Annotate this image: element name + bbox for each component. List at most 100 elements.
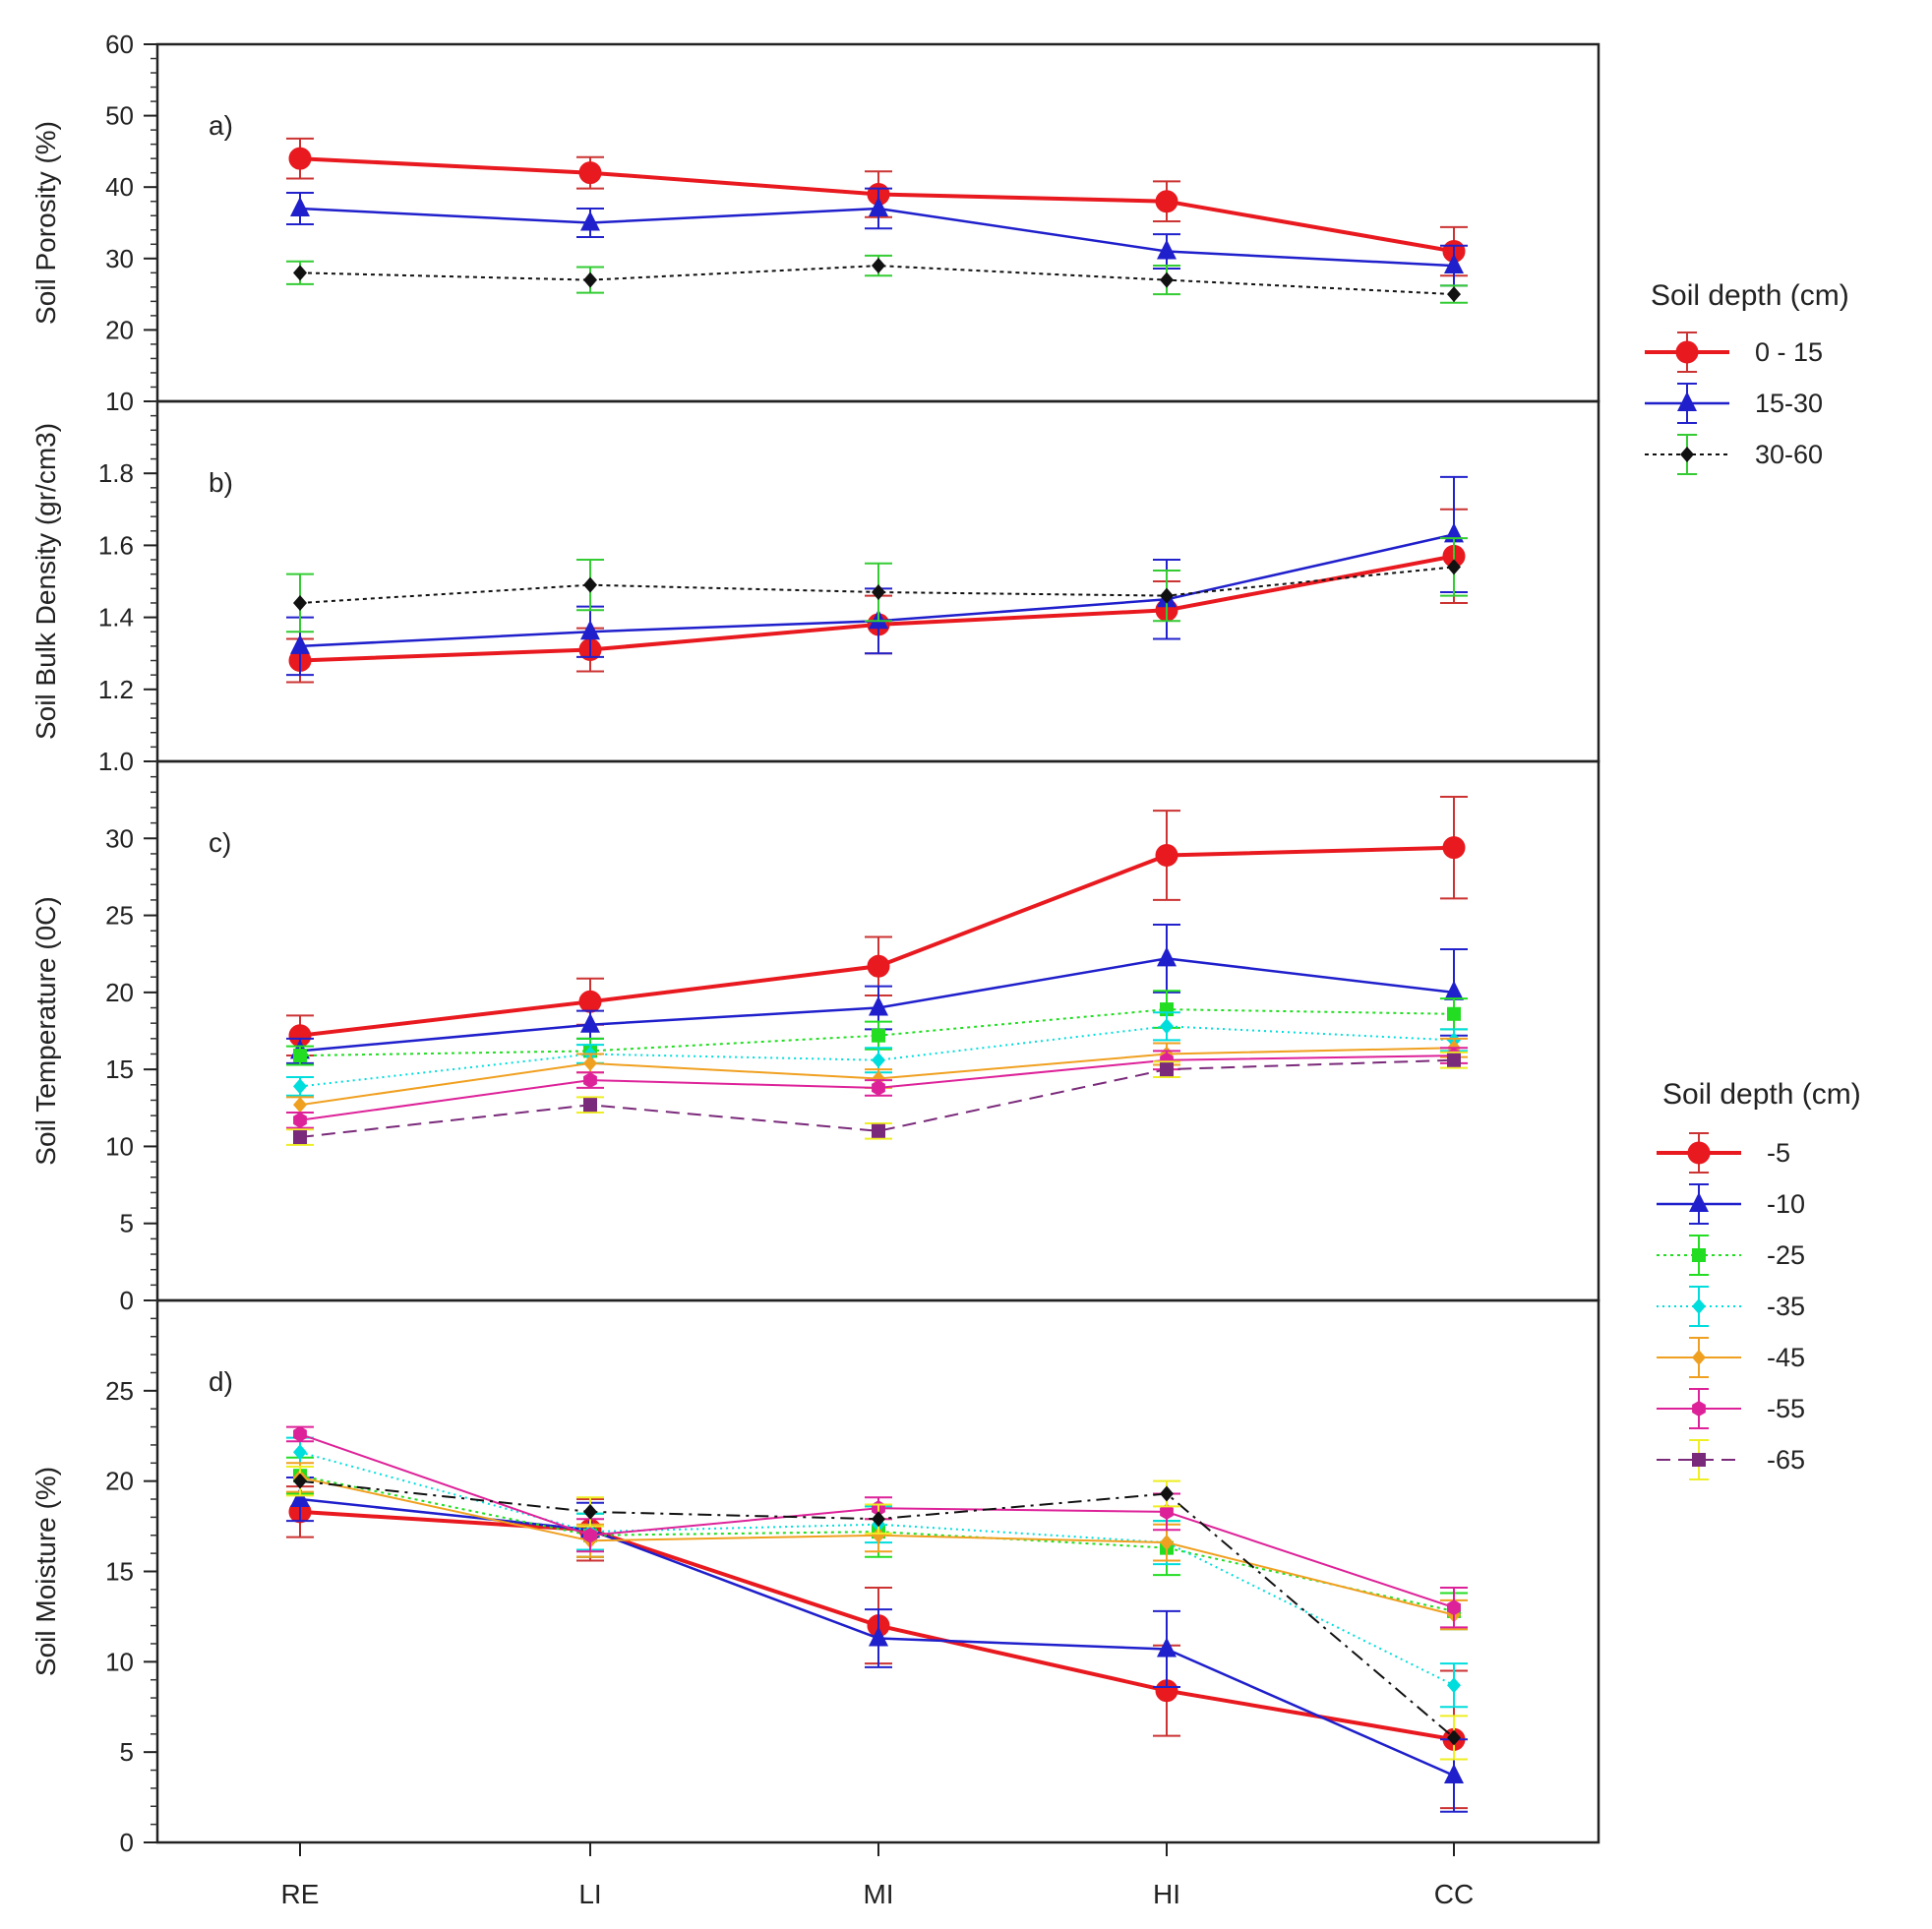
data-point — [872, 1511, 885, 1528]
data-point — [1447, 1599, 1461, 1616]
panel-d: 0 5 10 15 20 25 Soil Moisture (%) d) — [30, 1298, 1600, 1857]
x-tick-label: LI — [578, 1879, 601, 1909]
data-point — [1160, 1062, 1174, 1077]
data-point — [869, 196, 888, 216]
panel-a-tick-label: 60 — [105, 30, 134, 59]
panel-a-ylabel: Soil Porosity (%) — [30, 121, 61, 325]
panel-b: 1.0 1.2 1.4 1.6 1.8 Soil Bulk Density (gr/cm3… — [30, 399, 1600, 776]
panel-b-tick-label: 1.6 — [98, 530, 134, 560]
data-point — [580, 211, 600, 231]
legend-marker — [1692, 1298, 1706, 1314]
legend-label: 15-30 — [1755, 389, 1823, 418]
legend-label: 0 - 15 — [1755, 337, 1823, 367]
legend-label: -35 — [1767, 1292, 1805, 1321]
x-tick-label: CC — [1434, 1879, 1474, 1909]
panel-b-tick-label: 1.4 — [98, 603, 134, 633]
panel-d-letter: d) — [209, 1366, 233, 1397]
panel-c-series-6 — [286, 1051, 1468, 1146]
data-point — [288, 147, 312, 170]
x-tick-label: HI — [1153, 1879, 1180, 1909]
x-tick-label: MI — [863, 1879, 893, 1909]
panel-c-tick-label: 0 — [120, 1286, 134, 1315]
data-point — [1442, 836, 1466, 860]
panel-a-tick-label: 40 — [105, 172, 134, 202]
data-point — [869, 1626, 888, 1647]
panel-c-tick-label: 5 — [120, 1209, 134, 1238]
panel-c-tick-label: 15 — [105, 1055, 134, 1084]
data-point — [1160, 1485, 1174, 1502]
series-line — [299, 566, 1455, 604]
legend-entry: -25 — [1657, 1235, 1805, 1276]
legend-marker — [1677, 392, 1697, 411]
panel-d-tick-label: 5 — [120, 1737, 134, 1767]
data-point — [1447, 1677, 1461, 1694]
data-point — [578, 161, 602, 185]
data-point — [1444, 980, 1464, 1000]
data-point — [872, 583, 885, 600]
data-point — [872, 258, 885, 274]
panel-d-tick-label: 15 — [105, 1557, 134, 1587]
data-point — [583, 1527, 597, 1543]
data-point — [293, 1097, 307, 1114]
legend-label: -5 — [1767, 1138, 1790, 1168]
panel-a-letter: a) — [209, 110, 233, 141]
series-line — [299, 1475, 1455, 1612]
panel-b-tick-label: 1.2 — [98, 675, 134, 704]
data-point — [872, 1028, 885, 1043]
data-point — [293, 1130, 307, 1145]
data-point — [293, 1049, 307, 1063]
data-point — [293, 1444, 307, 1461]
panel-a-tick-label: 10 — [105, 387, 134, 416]
legend-marker — [1680, 447, 1694, 462]
panel-c-letter: c) — [209, 827, 231, 858]
data-point — [1444, 1764, 1464, 1784]
data-point — [293, 1078, 307, 1095]
data-point — [1157, 239, 1177, 260]
panel-b-letter: b) — [209, 467, 233, 498]
data-point — [1160, 1503, 1174, 1520]
data-point — [290, 633, 310, 654]
data-point — [1155, 190, 1178, 213]
panel-a-series-2 — [286, 254, 1468, 304]
x-tick-label: RE — [281, 1879, 320, 1909]
data-point — [1447, 1006, 1461, 1021]
legend-label: -55 — [1767, 1394, 1805, 1423]
panel-d-tick-label: 25 — [105, 1376, 134, 1406]
data-point — [1160, 587, 1174, 604]
legend-title: Soil depth (cm) — [1662, 1078, 1861, 1111]
data-point — [293, 594, 307, 611]
legend-entry: -65 — [1657, 1439, 1805, 1480]
legend-1: Soil depth (cm) -5 -10 -25 -35 -45 -55 -65 — [1657, 1078, 1861, 1480]
panel-d-ylabel: Soil Moisture (%) — [30, 1467, 61, 1676]
panel-d-tick-label: 10 — [105, 1647, 134, 1676]
panel-c-tick-label: 30 — [105, 823, 134, 853]
data-point — [583, 1503, 597, 1520]
panel-d-tick-label: 20 — [105, 1467, 134, 1496]
legend-entry: -55 — [1657, 1388, 1805, 1429]
data-point — [1157, 946, 1177, 967]
panel-a-tick-label: 20 — [105, 315, 134, 344]
panel-a: 10 20 30 40 50 60 Soil Porosity (%) a) — [30, 30, 1600, 416]
legend-entry: 15-30 — [1645, 383, 1823, 424]
legend-marker — [1692, 1248, 1706, 1262]
data-point — [583, 1098, 597, 1113]
panel-c: 0 5 10 15 20 25 30 Soil Temperature (0C) c) — [30, 759, 1600, 1315]
panel-d-series-6 — [286, 1465, 1468, 1761]
series-line — [299, 265, 1455, 296]
data-point — [583, 1055, 597, 1071]
panel-c-tick-label: 10 — [105, 1131, 134, 1161]
panel-d-tick-label: 0 — [120, 1828, 134, 1857]
data-point — [1157, 1637, 1177, 1658]
data-point — [1447, 1729, 1461, 1746]
data-point — [580, 620, 600, 640]
legend-marker — [1692, 1350, 1706, 1365]
legend-entry: 0 - 15 — [1645, 332, 1823, 373]
data-point — [1160, 1535, 1174, 1551]
data-point — [290, 196, 310, 216]
data-point — [869, 995, 888, 1016]
panel-b-tick-label: 1.8 — [98, 458, 134, 488]
legend-entry: 30-60 — [1645, 434, 1823, 475]
legend-marker — [1687, 1141, 1711, 1165]
panel-a-tick-label: 30 — [105, 244, 134, 273]
